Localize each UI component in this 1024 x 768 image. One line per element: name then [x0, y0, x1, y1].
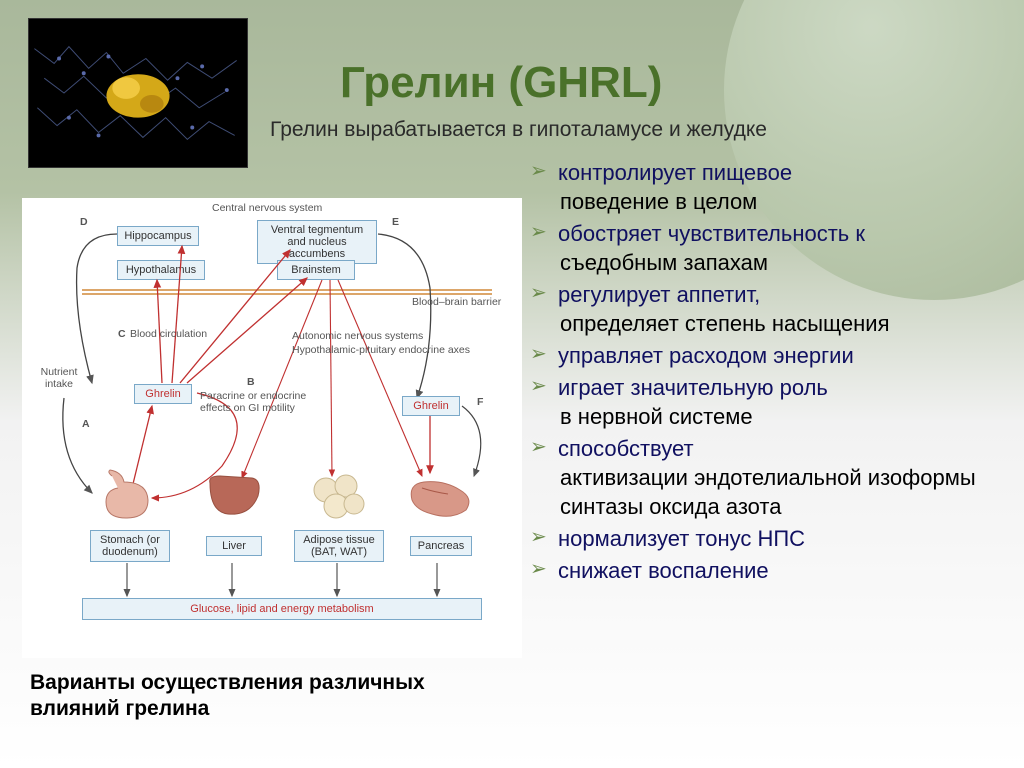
letter-c: C [118, 328, 126, 340]
hypothalamus-box: Hypothalamus [117, 260, 205, 280]
slide-title: Грелин (GHRL) [340, 58, 662, 108]
letter-f: F [477, 396, 483, 408]
stomach-icon [92, 468, 162, 528]
hpea-label: Hypothalamic-pituitary endocrine axes [292, 344, 502, 356]
liver-icon [200, 468, 270, 528]
bullet-item: контролирует пищевоеповедение в целом [530, 158, 1010, 216]
bullet-item: регулирует аппетит,определяет степень на… [530, 280, 1010, 338]
pancreas-icon [404, 470, 479, 527]
bullet-item: играет значительную рольв нервной систем… [530, 373, 1010, 431]
bullet-item: способствуетактивизации эндотелиальной и… [530, 434, 1010, 521]
autonomic-label: Autonomic nervous systems [292, 330, 492, 342]
letter-d: D [80, 216, 88, 228]
molecule-image [28, 18, 248, 168]
ghrelin-pathway-diagram: Central nervous system Hippocampus Ventr… [22, 198, 522, 658]
hippocampus-box: Hippocampus [117, 226, 199, 246]
bbb-label: Blood–brain barrier [412, 296, 501, 308]
letter-e: E [392, 216, 399, 228]
paracrine-label: Paracrine or endocrine effects on GI mot… [200, 390, 330, 414]
adipose-icon [304, 468, 374, 528]
bullet-item: управляет расходом энергии [530, 341, 1010, 370]
bullet-list: контролирует пищевоеповедение в целом об… [530, 158, 1010, 588]
pancreas-box: Pancreas [410, 536, 472, 556]
diagram-caption: Варианты осуществления различных влияний… [30, 670, 500, 723]
brainstem-box: Brainstem [277, 260, 355, 280]
letter-a: A [82, 418, 90, 430]
nutrient-label: Nutrient intake [34, 366, 84, 390]
metabolism-box: Glucose, lipid and energy metabolism [82, 598, 482, 620]
ventral-box: Ventral tegmentum and nucleus accumbens [257, 220, 377, 264]
adipose-box: Adipose tissue (BAT, WAT) [294, 530, 384, 562]
ghrelin1-box: Ghrelin [134, 384, 192, 404]
liver-box: Liver [206, 536, 262, 556]
stomach-box: Stomach (or duodenum) [90, 530, 170, 562]
bullet-item: обостряет чувствительность ксъедобным за… [530, 219, 1010, 277]
cns-label: Central nervous system [212, 202, 322, 214]
letter-b: B [247, 376, 255, 388]
blood-circ-label: Blood circulation [130, 328, 207, 340]
bullet-item: нормализует тонус НПС [530, 524, 1010, 553]
ghrelin2-box: Ghrelin [402, 396, 460, 416]
bullet-item: снижает воспаление [530, 556, 1010, 585]
slide-subtitle: Грелин вырабатывается в гипоталамусе и ж… [270, 118, 767, 142]
